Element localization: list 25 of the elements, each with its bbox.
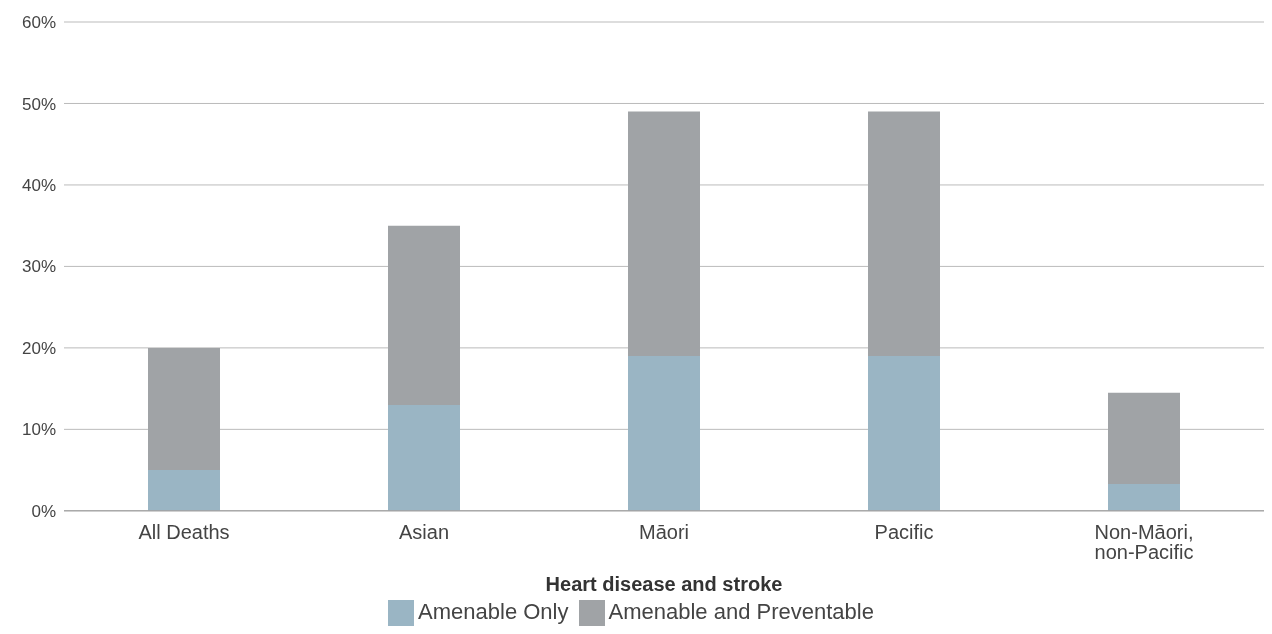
bar <box>388 404 460 511</box>
y-tick-label: 10% <box>21 420 56 440</box>
x-tick-label: Asian <box>398 521 450 544</box>
x-tick-label: All Deaths <box>138 521 230 544</box>
bar <box>628 356 700 511</box>
bar <box>1108 483 1180 511</box>
x-tick-label: Māori <box>638 521 690 544</box>
x-axis-title: Heart disease and stroke <box>545 572 783 595</box>
bar <box>868 111 940 357</box>
legend-label: Amenable Only <box>418 598 569 624</box>
y-tick-label: 40% <box>21 175 56 195</box>
bar <box>148 347 220 471</box>
bar <box>148 470 220 511</box>
y-tick-label: 60% <box>21 13 56 33</box>
bar <box>868 356 940 511</box>
legend-label: Amenable and Preventable <box>608 598 874 624</box>
x-tick-label: Non-Māori, non-Pacific <box>1094 521 1194 564</box>
bar <box>388 225 460 405</box>
bar <box>1108 392 1180 484</box>
y-tick-label: 20% <box>21 338 56 358</box>
y-tick-label: 30% <box>21 257 56 277</box>
x-tick-label: Pacific <box>874 521 934 544</box>
bar <box>628 111 700 357</box>
y-tick-label: 0% <box>31 501 56 521</box>
y-tick-label: 50% <box>21 94 56 114</box>
